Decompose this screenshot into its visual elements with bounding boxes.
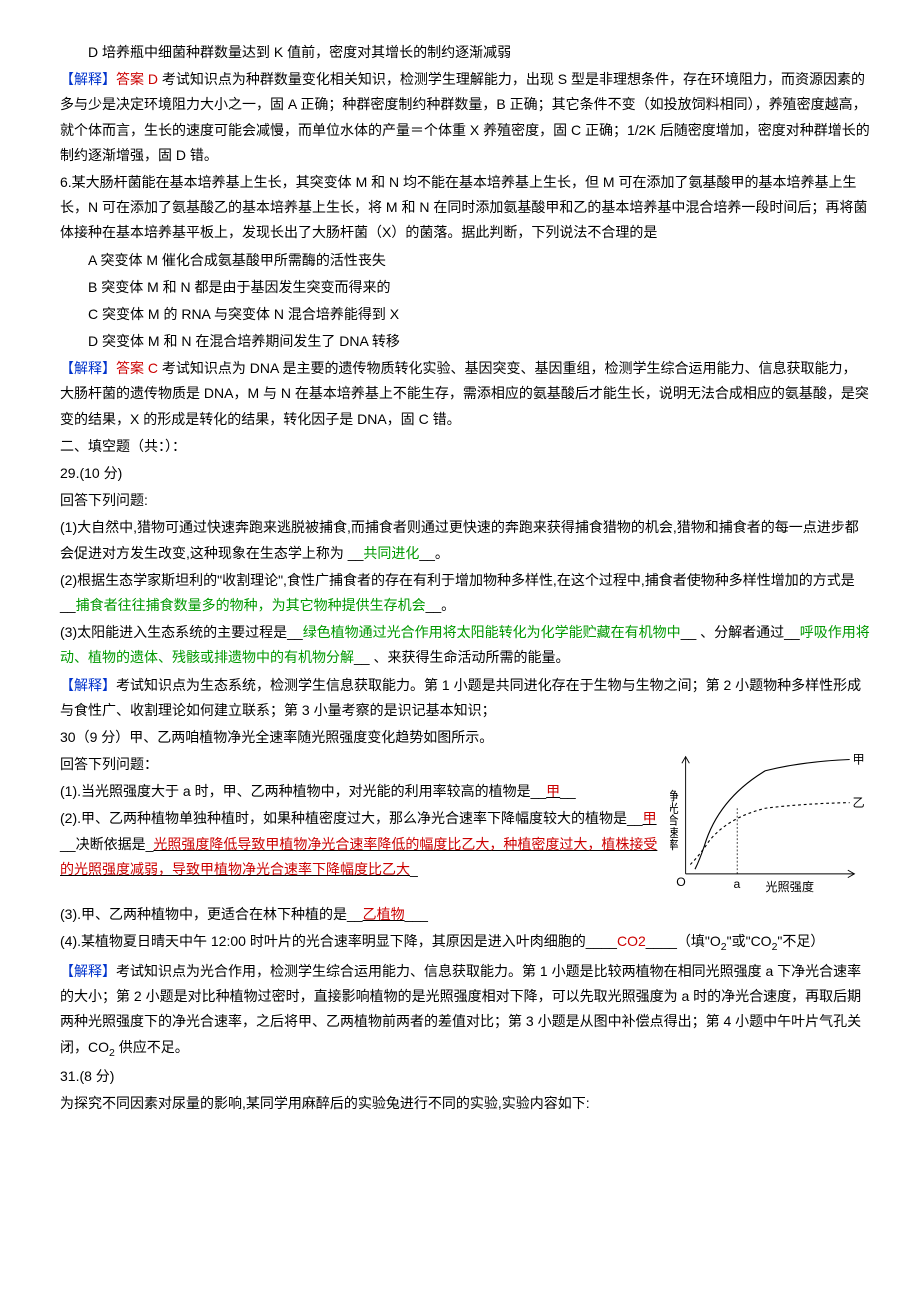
yi-curve [690,803,849,865]
q-text: (3).甲、乙两种植物中，更适合在林下种植的是__ [60,906,363,922]
question-31-header: 31.(8 分) [60,1064,870,1089]
explanation-1: 【解释】答案 D 考试知识点为种群数量变化相关知识，检测学生理解能力，出现 S … [60,67,870,168]
section-title: 二、填空题（共：）： [60,434,870,459]
question-30-1: (1).当光照强度大于 a 时，甲、乙两种植物中，对光能的利用率较高的植物是__… [60,779,660,804]
answer-label: 答案 D [116,71,162,87]
option-d: D 突变体 M 和 N 在混合培养期间发生了 DNA 转移 [60,329,870,354]
explain-body: 考试知识点为生态系统，检测学生信息获取能力。第 1 小题是共同进化存在于生物与生… [60,677,861,718]
jia-label: 甲 [853,752,865,766]
question-30-2: (2).甲、乙两种植物单独种植时，如果种植密度过大，那么净光合速率下降幅度较大的… [60,806,660,882]
explain-body: 考试知识点为种群数量变化相关知识，检测学生理解能力，出现 S 型是非理想条件，存… [60,71,870,163]
answer-text: 共同进化 [363,545,419,561]
answer-text: 甲 [546,783,560,799]
option-a: A 突变体 M 催化合成氨基酸甲所需酶的活性丧失 [60,248,870,273]
q-text-mid2: "或"CO [727,933,772,949]
light-intensity-chart: O a 光照强度 甲 乙 净光合速率 [670,752,870,902]
option-b: B 突变体 M 和 N 都是由于基因发生突变而得来的 [60,275,870,300]
explanation-2: 【解释】答案 C 考试知识点为 DNA 是主要的遗传物质转化实验、基因突变、基因… [60,356,870,432]
q-text-end: __。 [419,545,449,561]
question-29-2: (2)根据生态学家斯坦利的"收割理论",食性广捕食者的存在有利于增加物种多样性,… [60,568,870,618]
question-30-body: 回答下列问题： (1).当光照强度大于 a 时，甲、乙两种植物中，对光能的利用率… [60,752,870,902]
q-text-mid: ____（填"O [646,933,721,949]
q-text-end: __ [560,783,576,799]
a-tick-label: a [733,877,740,891]
q-text-end: __ 、来获得生命活动所需的能量。 [354,649,569,665]
q-text: (1)大自然中,猎物可通过快速奔跑来逃脱被捕食,而捕食者则通过更快速的奔跑来获得… [60,519,859,560]
explain-label: 【解释】 [60,360,116,376]
answer-text: 甲 [643,810,657,826]
explanation-3: 【解释】考试知识点为生态系统，检测学生信息获取能力。第 1 小题是共同进化存在于… [60,673,870,723]
answer-text: CO2 [617,933,646,949]
answer-text: 捕食者往往捕食数量多的物种，为其它物种提供生存机会 [76,597,426,613]
jia-curve [695,760,850,870]
q-text: (1).当光照强度大于 a 时，甲、乙两种植物中，对光能的利用率较高的植物是__ [60,783,546,799]
origin-label: O [676,875,685,889]
y-axis-label: 净光合速率 [670,789,679,850]
question-30-prompt: 回答下列问题： [60,752,660,777]
question-31-body: 为探究不同因素对尿量的影响,某同学用麻醉后的实验兔进行不同的实验,实验内容如下: [60,1091,870,1116]
question-30-header: 30（9 分）甲、乙两咱植物净光全速率随光照强度变化趋势如图所示。 [60,725,870,750]
question-29-header: 29.(10 分) [60,461,870,486]
chart-svg: O a 光照强度 甲 乙 净光合速率 [670,752,870,902]
option-d-text: D 培养瓶中细菌种群数量达到 K 值前，密度对其增长的制约逐渐减弱 [60,40,870,65]
q-text-end: _ [410,861,418,877]
answer-text: 乙植物 [363,906,405,922]
explanation-4: 【解释】考试知识点为光合作用，检测学生综合运用能力、信息获取能力。第 1 小题是… [60,959,870,1062]
q-text-end: __。 [426,597,456,613]
explain-label: 【解释】 [60,963,116,979]
explain-label: 【解释】 [60,677,116,693]
q-text-end: ___ [405,906,428,922]
q-text-mid: __决断依据是_ [60,836,153,852]
question-30-4: (4).某植物夏日晴天中午 12:00 时叶片的光合速率明显下降，其原因是进入叶… [60,929,870,957]
answer-label: 答案 C [116,360,162,376]
x-axis-label: 光照强度 [765,879,814,894]
q-text: (4).某植物夏日晴天中午 12:00 时叶片的光合速率明显下降，其原因是进入叶… [60,933,617,949]
question-29-1: (1)大自然中,猎物可通过快速奔跑来逃脱被捕食,而捕食者则通过更快速的奔跑来获得… [60,515,870,565]
explain-label: 【解释】 [60,71,116,87]
answer-text: 绿色植物通过光合作用将太阳能转化为化学能贮藏在有机物中 [303,624,681,640]
question-6: 6.某大肠杆菌能在基本培养基上生长，其突变体 M 和 N 均不能在基本培养基上生… [60,170,870,246]
option-c: C 突变体 M 的 RNA 与突变体 N 混合培养能得到 X [60,302,870,327]
explain-body-end: 供应不足。 [115,1039,189,1055]
explain-body: 考试知识点为 DNA 是主要的遗传物质转化实验、基因突变、基因重组，检测学生综合… [60,360,869,426]
chart-container: O a 光照强度 甲 乙 净光合速率 [670,752,870,902]
q-text-mid: __ 、分解者通过__ [681,624,800,640]
q-text: (3)太阳能进入生态系统的主要过程是__ [60,624,303,640]
question-29-3: (3)太阳能进入生态系统的主要过程是__绿色植物通过光合作用将太阳能转化为化学能… [60,620,870,670]
yi-label: 乙 [853,795,865,809]
q-text: (2).甲、乙两种植物单独种植时，如果种植密度过大，那么净光合速率下降幅度较大的… [60,810,643,826]
question-30-3: (3).甲、乙两种植物中，更适合在林下种植的是__乙植物___ [60,902,870,927]
q-text-end: "不足） [777,933,824,949]
question-29-prompt: 回答下列问题: [60,488,870,513]
question-30-text: 回答下列问题： (1).当光照强度大于 a 时，甲、乙两种植物中，对光能的利用率… [60,752,660,902]
